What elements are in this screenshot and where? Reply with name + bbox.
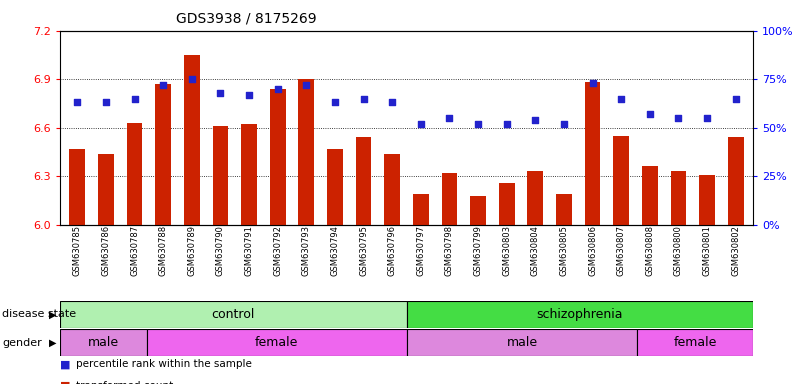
Point — [243, 92, 256, 98]
Bar — [585, 83, 601, 225]
Bar — [327, 149, 343, 225]
Bar — [441, 173, 457, 225]
Point — [386, 99, 399, 106]
Bar — [406, 329, 638, 356]
Text: GSM630786: GSM630786 — [102, 225, 111, 276]
Point — [214, 90, 227, 96]
Point — [472, 121, 485, 127]
Point — [272, 86, 284, 92]
Text: GSM630796: GSM630796 — [388, 225, 396, 276]
Text: female: female — [255, 336, 298, 349]
Bar — [60, 301, 406, 328]
Bar — [638, 329, 753, 356]
Point — [328, 99, 341, 106]
Bar — [406, 301, 753, 328]
Point — [529, 117, 541, 123]
Text: GDS3938 / 8175269: GDS3938 / 8175269 — [176, 12, 317, 25]
Text: ■: ■ — [60, 359, 70, 369]
Bar — [299, 79, 314, 225]
Point — [586, 80, 599, 86]
Bar — [670, 171, 686, 225]
Text: GSM630790: GSM630790 — [216, 225, 225, 275]
Text: GSM630789: GSM630789 — [187, 225, 196, 276]
Text: GSM630808: GSM630808 — [646, 225, 654, 276]
Point — [643, 111, 656, 117]
Bar — [241, 124, 257, 225]
Bar — [356, 137, 372, 225]
Text: GSM630792: GSM630792 — [273, 225, 282, 275]
Point — [615, 96, 628, 102]
Bar — [699, 175, 715, 225]
Text: GSM630807: GSM630807 — [617, 225, 626, 276]
Bar — [70, 149, 85, 225]
Text: GSM630797: GSM630797 — [417, 225, 425, 276]
Bar — [98, 154, 114, 225]
Point — [414, 121, 427, 127]
Text: transformed count: transformed count — [76, 381, 173, 384]
Text: GSM630791: GSM630791 — [244, 225, 254, 275]
Point — [357, 96, 370, 102]
Text: GSM630804: GSM630804 — [531, 225, 540, 275]
Bar — [499, 183, 514, 225]
Bar — [728, 137, 743, 225]
Bar — [147, 329, 406, 356]
Bar — [270, 89, 285, 225]
Text: GSM630806: GSM630806 — [588, 225, 597, 276]
Text: GSM630805: GSM630805 — [559, 225, 569, 275]
Point — [300, 82, 312, 88]
Point — [730, 96, 743, 102]
Text: control: control — [211, 308, 255, 321]
Text: GSM630788: GSM630788 — [159, 225, 167, 276]
Text: GSM630787: GSM630787 — [130, 225, 139, 276]
Bar — [212, 126, 228, 225]
Text: GSM630800: GSM630800 — [674, 225, 683, 275]
Bar — [614, 136, 629, 225]
Text: GSM630798: GSM630798 — [445, 225, 454, 276]
Text: ▶: ▶ — [49, 338, 56, 348]
Point — [185, 76, 198, 82]
Point — [557, 121, 570, 127]
Bar — [556, 194, 572, 225]
Bar — [60, 329, 147, 356]
Point — [128, 96, 141, 102]
Text: disease state: disease state — [2, 310, 77, 319]
Bar — [184, 55, 199, 225]
Text: female: female — [674, 336, 717, 349]
Text: schizophrenia: schizophrenia — [537, 308, 623, 321]
Text: GSM630799: GSM630799 — [473, 225, 482, 275]
Bar — [528, 171, 543, 225]
Text: GSM630785: GSM630785 — [73, 225, 82, 276]
Point — [99, 99, 112, 106]
Bar — [127, 123, 143, 225]
Text: ▶: ▶ — [49, 310, 56, 319]
Text: GSM630801: GSM630801 — [702, 225, 711, 275]
Text: GSM630802: GSM630802 — [731, 225, 740, 275]
Bar — [384, 154, 400, 225]
Bar — [642, 167, 658, 225]
Point — [70, 99, 83, 106]
Point — [672, 115, 685, 121]
Text: GSM630795: GSM630795 — [359, 225, 368, 275]
Text: ■: ■ — [60, 381, 70, 384]
Point — [501, 121, 513, 127]
Text: male: male — [506, 336, 537, 349]
Bar — [470, 195, 486, 225]
Point — [443, 115, 456, 121]
Text: percentile rank within the sample: percentile rank within the sample — [76, 359, 252, 369]
Text: GSM630803: GSM630803 — [502, 225, 511, 276]
Text: GSM630794: GSM630794 — [331, 225, 340, 275]
Point — [157, 82, 170, 88]
Text: gender: gender — [2, 338, 42, 348]
Text: male: male — [88, 336, 119, 349]
Point — [701, 115, 714, 121]
Text: GSM630793: GSM630793 — [302, 225, 311, 276]
Bar — [155, 84, 171, 225]
Bar — [413, 194, 429, 225]
